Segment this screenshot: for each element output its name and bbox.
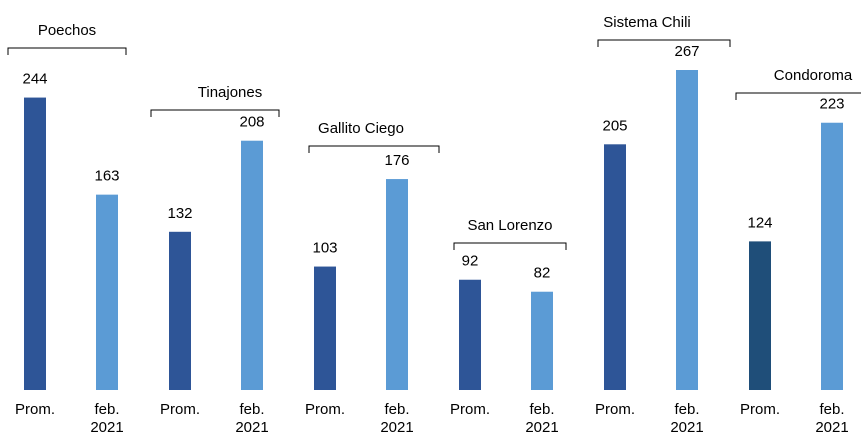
x-tick-label: feb. 2021	[235, 401, 269, 436]
bar	[531, 291, 553, 390]
value-label: 82	[534, 265, 551, 282]
group-bracket	[597, 39, 731, 47]
x-tick-label: Prom.	[739, 401, 780, 418]
x-tick-label: Prom.	[449, 401, 490, 418]
x-tick-label: Prom.	[159, 401, 200, 418]
bar	[314, 266, 336, 390]
group-bracket	[453, 242, 567, 250]
group-bracket	[150, 109, 280, 117]
value-label: 176	[384, 152, 409, 169]
x-tick-label: feb. 2021	[815, 401, 849, 436]
value-label: 103	[312, 240, 337, 257]
group-bracket	[308, 145, 440, 153]
bar	[821, 122, 843, 391]
value-label: 163	[94, 168, 119, 185]
value-label: 132	[167, 205, 192, 222]
x-tick-label: feb. 2021	[670, 401, 704, 436]
group-label: Tinajones	[198, 84, 262, 101]
group-bracket	[7, 47, 127, 55]
group-label: San Lorenzo	[467, 217, 552, 234]
bar	[459, 279, 481, 390]
group-label: Gallito Ciego	[318, 120, 404, 137]
group-label: Poechos	[38, 22, 96, 39]
bar	[676, 70, 698, 390]
bar	[241, 140, 263, 390]
bar	[169, 231, 191, 390]
bar	[749, 241, 771, 390]
value-label: 205	[602, 117, 627, 134]
x-tick-label: Prom.	[594, 401, 635, 418]
group-bracket	[735, 92, 861, 100]
group-label: Sistema Chili	[603, 14, 691, 31]
value-label: 208	[239, 114, 264, 131]
x-tick-label: feb. 2021	[525, 401, 559, 436]
x-tick-label: Prom.	[14, 401, 55, 418]
x-tick-label: Prom.	[304, 401, 345, 418]
x-tick-label: feb. 2021	[380, 401, 414, 436]
value-label: 244	[22, 71, 47, 88]
bar	[96, 194, 118, 390]
bar	[386, 179, 408, 390]
x-tick-label: feb. 2021	[90, 401, 124, 436]
bar	[604, 144, 626, 390]
bar	[24, 97, 46, 390]
group-label: Condoroma	[774, 67, 853, 84]
value-label: 92	[462, 253, 479, 270]
value-label: 223	[819, 96, 844, 113]
value-label: 124	[747, 214, 772, 231]
value-label: 267	[674, 43, 699, 60]
